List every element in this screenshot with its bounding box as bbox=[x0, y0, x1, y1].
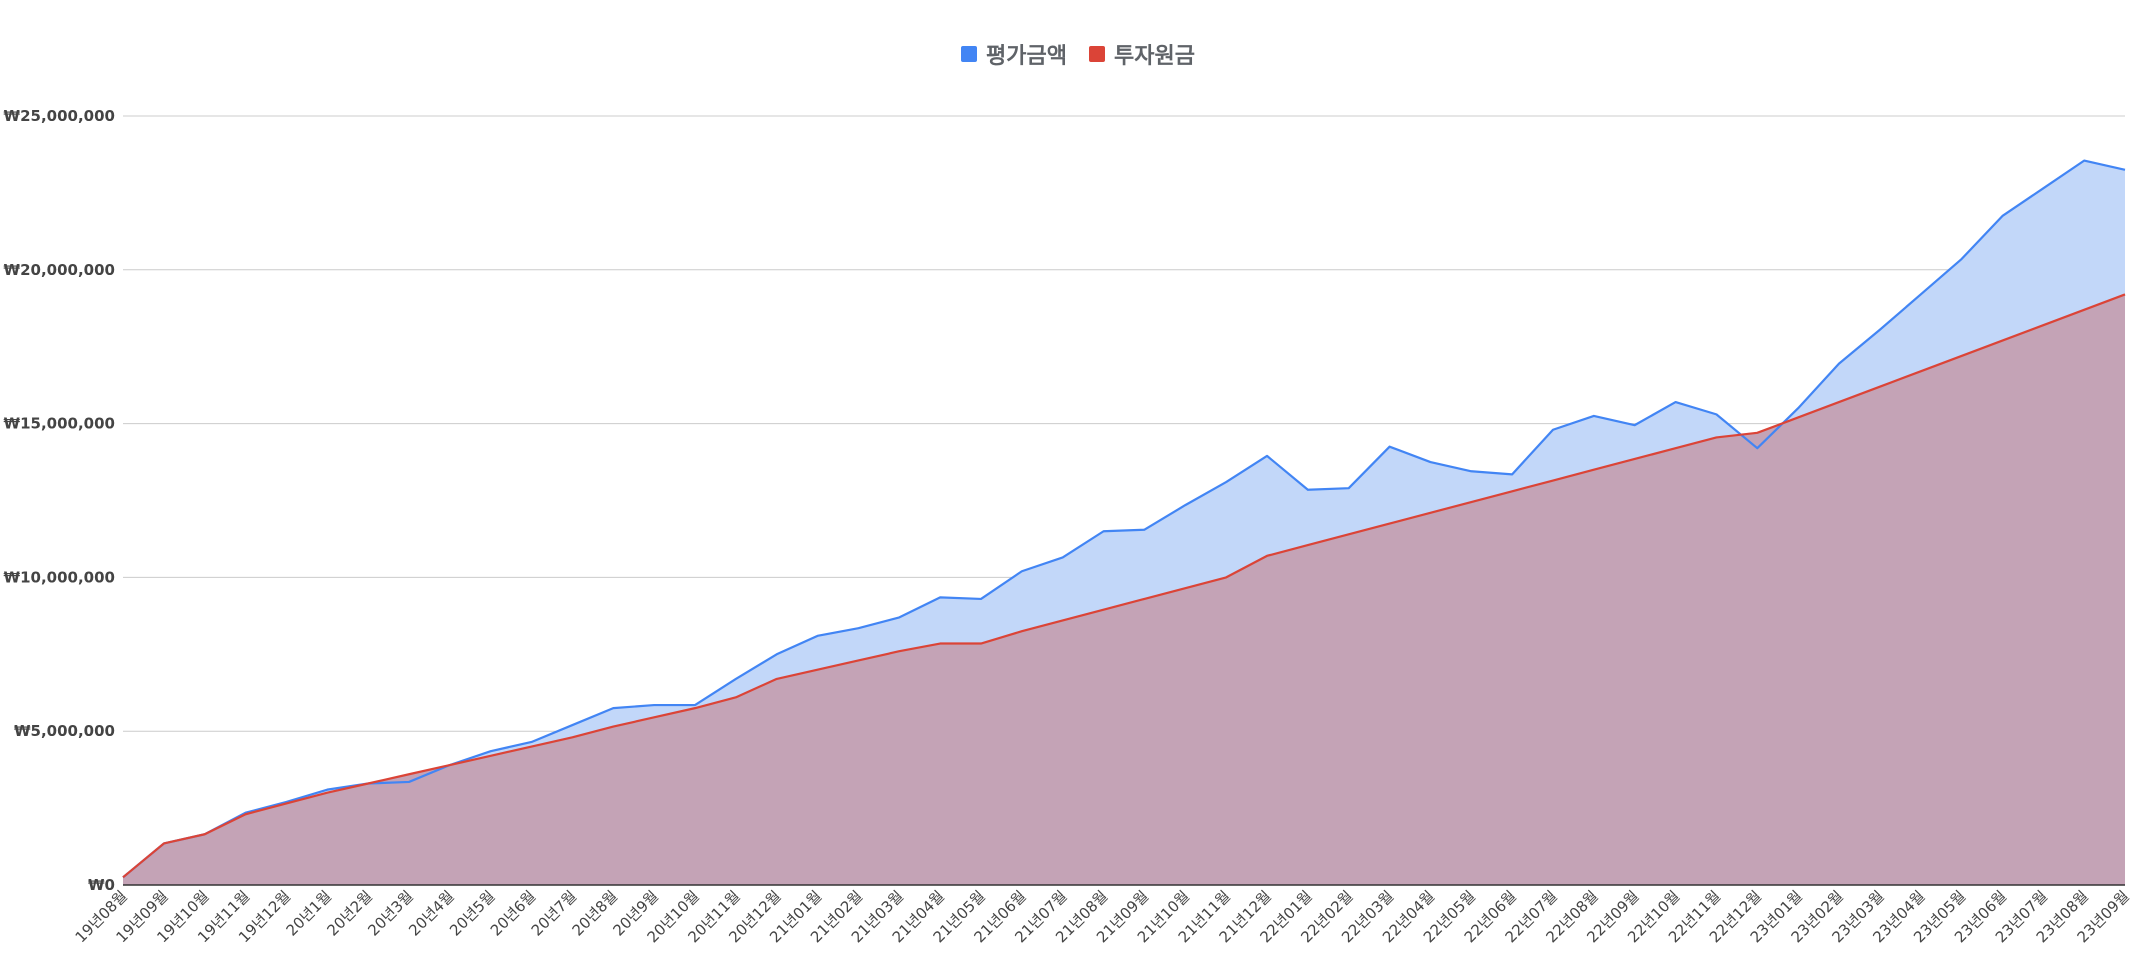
legend-label-0: 평가금액 bbox=[986, 44, 1067, 69]
ytick-label-5: ₩25,000,000 bbox=[4, 107, 115, 125]
ytick-label-2: ₩10,000,000 bbox=[4, 568, 115, 586]
ytick-label-0: ₩0 bbox=[88, 876, 115, 894]
ytick-layer: ₩0 ₩5,000,000 ₩10,000,000 ₩15,000,000 ₩20,00… bbox=[4, 107, 115, 894]
legend-swatch-1 bbox=[1089, 46, 1105, 62]
ytick-label-1: ₩5,000,000 bbox=[14, 722, 115, 740]
area-layer bbox=[123, 160, 2125, 886]
legend-item-1[interactable]: 투자원금 bbox=[1089, 38, 1195, 70]
legend-label-1: 투자원금 bbox=[1114, 44, 1195, 69]
series-area-1 bbox=[123, 294, 2125, 885]
series-line-1 bbox=[122, 293, 2126, 879]
ytick-label-3: ₩15,000,000 bbox=[4, 415, 115, 433]
xtick-layer: 19년08월19년09월19년10월19년11월19년12월20년1월20년2월… bbox=[72, 887, 2133, 946]
legend-item-0[interactable]: 평가금액 bbox=[961, 38, 1067, 70]
legend-swatch-0 bbox=[961, 46, 978, 62]
legend: 평가금액 투자원금 bbox=[0, 38, 2156, 70]
line-layer bbox=[122, 159, 2126, 879]
ytick-label-4: ₩20,000,000 bbox=[4, 261, 115, 279]
